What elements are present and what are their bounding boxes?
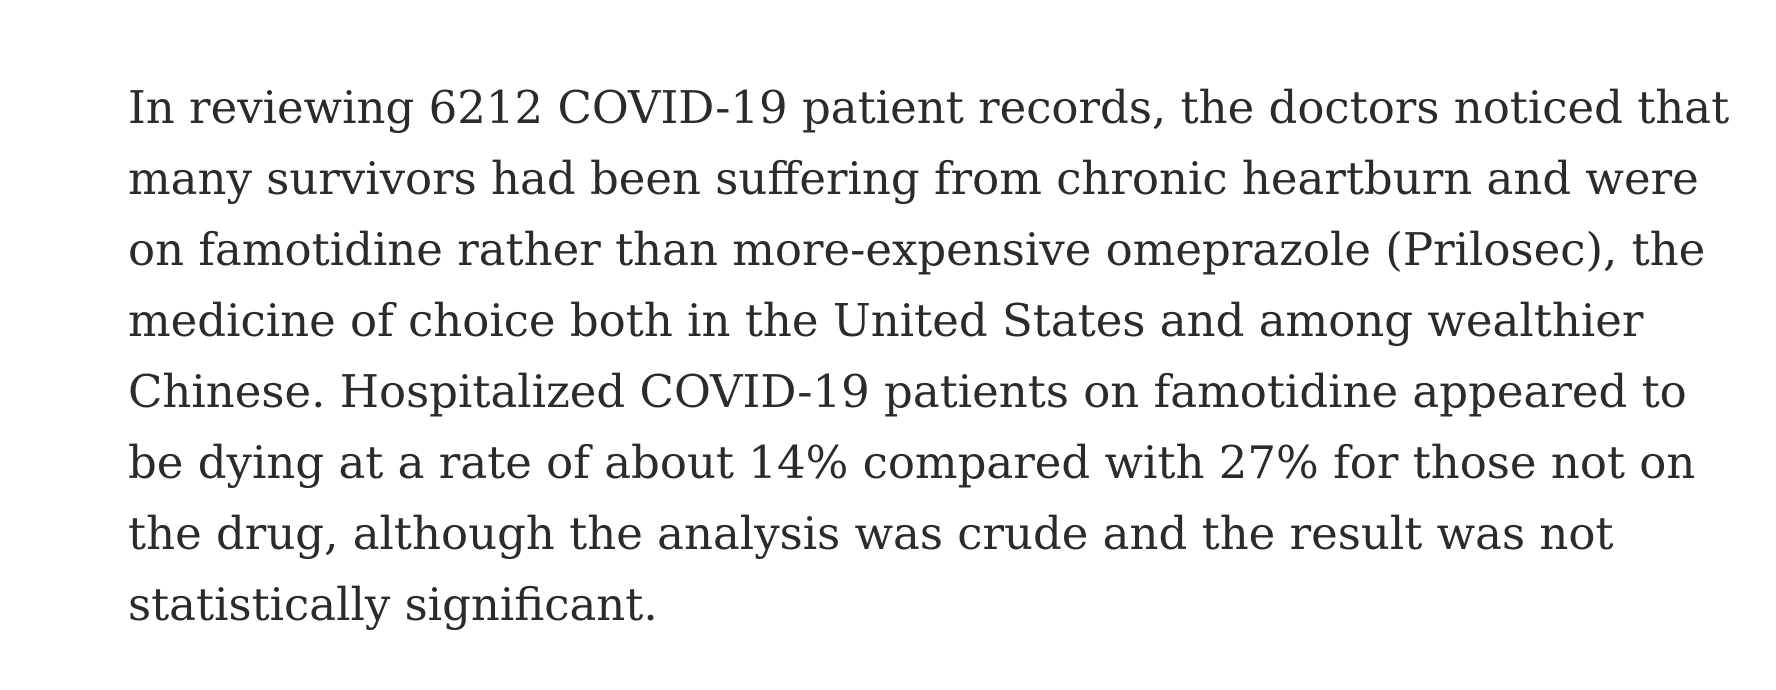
- paragraph-line: In reviewing 6212 COVID-19 patient recor…: [128, 81, 1730, 134]
- article-paragraph: In reviewing 6212 COVID-19 patient recor…: [128, 72, 1730, 640]
- paragraph-line: the drug, although the analysis was crud…: [128, 507, 1614, 560]
- paragraph-line: be dying at a rate of about 14% compared…: [128, 436, 1696, 489]
- paragraph-line: on famotidine rather than more-expensive…: [128, 223, 1706, 276]
- paragraph-line: medicine of choice both in the United St…: [128, 294, 1644, 347]
- paragraph-line: many survivors had been suffering from c…: [128, 152, 1699, 205]
- paragraph-line: statistically significant.: [128, 578, 658, 631]
- paragraph-line: Chinese. Hospitalized COVID-19 patients …: [128, 365, 1687, 418]
